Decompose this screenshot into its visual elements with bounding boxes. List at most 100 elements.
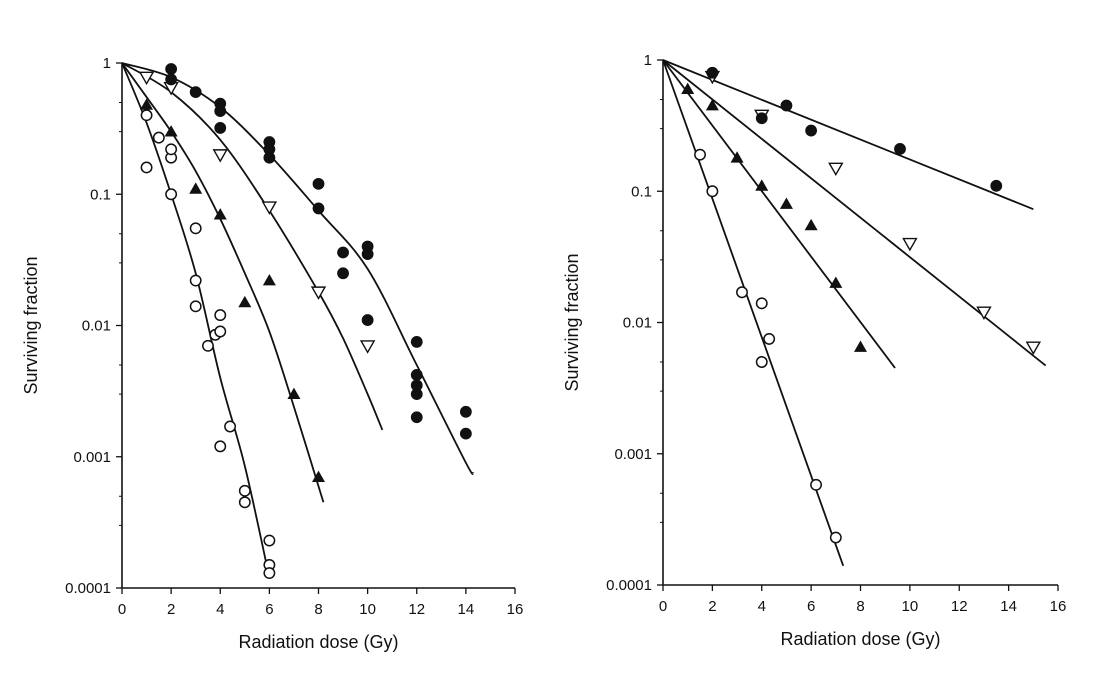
filled-circle-data-point — [805, 124, 818, 137]
filled-circle-data-point — [337, 267, 349, 280]
filled-circle-data-point — [410, 411, 423, 424]
filled-circle-data-point — [263, 151, 276, 164]
x-tick-label: 14 — [1000, 598, 1017, 615]
open-circle-data-point — [263, 567, 276, 579]
filled-circle-data-point — [189, 86, 202, 99]
open-triangle-down-data-point — [212, 149, 228, 163]
x-tick-label: 6 — [265, 601, 273, 618]
filled-triangle-data-point — [730, 151, 744, 163]
y-tick-label: 0.1 — [90, 186, 111, 203]
filled-triangle-data-point — [681, 82, 695, 94]
open-circle-data-point — [214, 325, 227, 338]
x-tick-label: 2 — [708, 598, 716, 615]
open-circle-data-point — [706, 185, 719, 198]
filled-circle-data-point — [361, 248, 374, 260]
filled-circle-fit-curve — [121, 62, 474, 475]
filled-circle-data-point — [894, 143, 906, 155]
x-tick-label: 6 — [807, 598, 815, 615]
filled-triangle-data-point — [164, 125, 178, 137]
filled-circle-data-point — [165, 73, 178, 86]
open-circle-data-point — [810, 478, 823, 491]
x-tick-label: 12 — [408, 601, 425, 618]
open-triangle-down-fit-curve — [121, 62, 384, 431]
filled-triangle-fit-curve — [662, 59, 896, 369]
x-axis-title: Radiation dose (Gy) — [780, 629, 940, 649]
open-triangle-down-data-point — [902, 237, 918, 252]
x-axis-title: Radiation dose (Gy) — [238, 632, 398, 652]
filled-triangle-data-point — [779, 197, 793, 209]
open-circle-data-point — [763, 332, 776, 345]
filled-triangle-data-point — [189, 182, 203, 194]
filled-triangle-data-point — [262, 274, 276, 286]
filled-circle-data-point — [459, 405, 472, 418]
x-tick-label: 12 — [951, 598, 968, 615]
filled-circle-data-point — [410, 335, 423, 348]
open-triangle-down-data-point — [976, 306, 992, 321]
y-tick-label: 0.001 — [614, 446, 652, 463]
open-circle-data-point — [152, 131, 165, 144]
y-axis-title: Surviving fraction — [21, 256, 41, 394]
open-circle-data-point — [238, 496, 251, 509]
open-triangle-down-data-point — [1025, 341, 1042, 355]
open-circle-data-point — [189, 274, 202, 287]
filled-circle-data-point — [706, 66, 719, 79]
filled-triangle-data-point — [238, 295, 252, 308]
open-circle-data-point — [755, 297, 768, 310]
filled-circle-data-point — [214, 122, 227, 134]
filled-triangle-fit-curve — [121, 62, 325, 503]
filled-circle-data-point — [312, 202, 325, 215]
y-tick-label: 0.01 — [82, 318, 111, 335]
open-circle-data-point — [755, 356, 768, 368]
filled-circle-data-point — [459, 427, 472, 440]
filled-circle-data-point — [337, 246, 349, 259]
filled-circle-data-point — [214, 105, 227, 118]
filled-circle-fit-curve — [662, 59, 1034, 211]
x-tick-label: 0 — [659, 598, 667, 615]
filled-triangle-data-point — [312, 470, 325, 482]
filled-circle-data-point — [361, 314, 374, 326]
open-triangle-down-data-point — [828, 162, 844, 177]
open-circle-data-point — [165, 143, 178, 156]
filled-triangle-data-point — [140, 98, 154, 110]
x-tick-label: 16 — [1050, 598, 1067, 615]
filled-triangle-data-point — [213, 208, 227, 220]
y-tick-label: 0.001 — [73, 449, 111, 466]
open-circle-data-point — [214, 440, 227, 453]
y-tick-label: 1 — [644, 52, 652, 69]
filled-triangle-data-point — [854, 340, 867, 352]
y-tick-label: 1 — [103, 55, 111, 72]
open-circle-data-point — [238, 484, 251, 497]
x-tick-label: 0 — [118, 601, 126, 618]
filled-circle-data-point — [410, 369, 423, 381]
filled-triangle-data-point — [705, 99, 719, 111]
x-tick-label: 8 — [314, 601, 322, 618]
y-tick-label: 0.01 — [623, 315, 652, 332]
open-circle-data-point — [140, 161, 153, 174]
y-axis-title: Surviving fraction — [562, 253, 582, 391]
filled-triangle-data-point — [755, 179, 769, 191]
x-tick-label: 10 — [902, 598, 919, 615]
open-circle-data-point — [829, 531, 842, 544]
open-circle-data-point — [189, 300, 202, 313]
filled-triangle-data-point — [804, 218, 818, 231]
open-circle-data-point — [165, 188, 178, 201]
open-circle-data-point — [214, 309, 227, 322]
open-circle-data-point — [140, 109, 153, 122]
filled-circle-data-point — [165, 63, 178, 75]
filled-circle-data-point — [780, 99, 793, 112]
x-tick-label: 8 — [856, 598, 864, 615]
open-circle-data-point — [694, 148, 706, 161]
filled-triangle-data-point — [829, 276, 843, 288]
filled-circle-data-point — [755, 112, 768, 125]
open-triangle-down-data-point — [310, 286, 327, 300]
open-circle-data-point — [224, 420, 237, 433]
filled-circle-data-point — [410, 379, 423, 392]
open-circle-data-point — [263, 534, 276, 547]
y-tick-label: 0.0001 — [65, 580, 111, 597]
open-triangle-down-data-point — [359, 340, 376, 354]
filled-circle-data-point — [990, 179, 1003, 192]
open-triangle-down-data-point — [261, 201, 278, 215]
open-circle-data-point — [189, 222, 202, 235]
